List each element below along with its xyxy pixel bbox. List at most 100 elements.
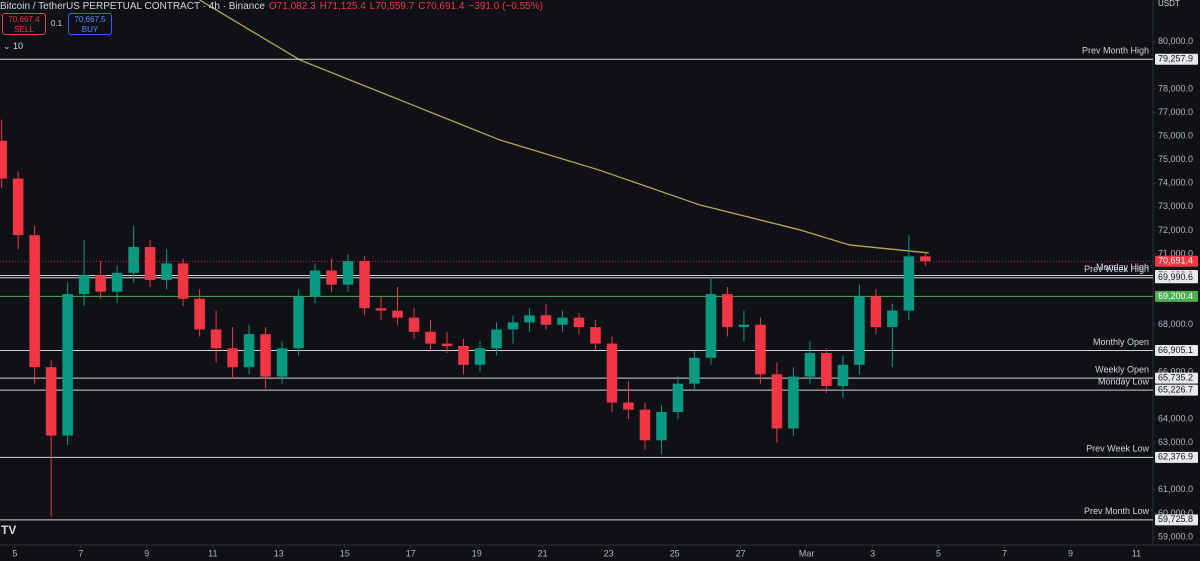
candle-body	[227, 348, 238, 368]
currency[interactable]: USDT	[1158, 0, 1180, 8]
level-price: 62,376.9	[1158, 452, 1193, 462]
buy-button[interactable]: 70,667.5 BUY	[68, 13, 112, 35]
symbol: Bitcoin / TetherUS PERPETUAL CONTRACT · …	[0, 0, 265, 12]
x-tick-label: 21	[538, 548, 548, 558]
candle-body	[722, 294, 733, 328]
y-tick-label: 63,000.0	[1158, 437, 1193, 447]
candle-body	[392, 310, 403, 318]
last-price: 70,691.4	[1158, 256, 1193, 266]
indicators-toggle[interactable]: ⌄ 10	[3, 41, 24, 51]
x-tick-label: 9	[1068, 548, 1073, 558]
sell-price: 70,667.4	[8, 15, 40, 24]
x-tick-label: 13	[274, 548, 284, 558]
candle-body	[260, 334, 271, 377]
level-name: Prev Week Low	[1086, 444, 1149, 454]
ohlc-high: H71,125.4	[319, 0, 366, 12]
level-name: Monthly Open	[1093, 337, 1149, 347]
y-tick-label: 68,000.0	[1158, 319, 1193, 329]
candle-body	[705, 294, 717, 358]
candle-body	[623, 402, 634, 410]
candle-body	[573, 317, 585, 328]
candle-body	[62, 294, 73, 436]
candle-body	[408, 317, 420, 332]
level-price: 69,990.6	[1158, 272, 1193, 282]
x-tick-label: 11	[208, 548, 217, 558]
candle-body	[243, 334, 255, 368]
x-tick-label: 5	[936, 548, 941, 558]
y-tick-label: 74,000.0	[1158, 178, 1193, 188]
level-badge	[1155, 290, 1198, 302]
y-tick-label: 71,000.0	[1158, 248, 1193, 258]
candle-body	[111, 272, 123, 292]
candle-body	[903, 256, 915, 311]
candle-body	[210, 329, 222, 349]
ohlc-low: L70,559.7	[369, 0, 415, 12]
candle-body	[45, 367, 57, 436]
x-tick-label: 9	[144, 548, 149, 558]
x-tick-label: 11	[1132, 548, 1141, 558]
buy-label: BUY	[81, 25, 99, 34]
candle-body	[821, 353, 832, 387]
moving-average	[199, 0, 929, 254]
level-badge	[1155, 272, 1198, 284]
candle-body	[144, 246, 156, 280]
candle-body	[524, 315, 535, 323]
candle-body	[771, 374, 783, 429]
candle-body	[837, 364, 849, 387]
candle-body	[854, 296, 865, 365]
level-name: Prev Month High	[1082, 46, 1149, 56]
candle-body	[342, 261, 354, 285]
x-tick-label: 7	[78, 548, 83, 558]
y-tick-label: 64,000.0	[1158, 413, 1193, 423]
candle-body	[639, 409, 651, 441]
y-tick-label: 66,000.0	[1158, 366, 1193, 376]
candle-body	[276, 348, 288, 377]
candle-body	[458, 345, 469, 365]
level-badge	[1155, 53, 1198, 65]
ohlc-close: C70,691.4	[418, 0, 465, 12]
level-badge	[1155, 514, 1198, 526]
level-name: Weekly Open	[1095, 365, 1149, 375]
legend-header: Bitcoin / TetherUS PERPETUAL CONTRACT · …	[0, 0, 543, 12]
candle-body	[0, 140, 7, 179]
candle-body	[491, 329, 502, 349]
y-tick-label: 80,000.0	[1158, 36, 1193, 46]
x-tick-label: 19	[472, 548, 482, 558]
x-tick-label: 27	[736, 548, 746, 558]
candle-body	[870, 296, 882, 328]
candle-body	[557, 317, 568, 325]
indicator-count: 10	[13, 41, 24, 51]
last-price-badge	[1155, 255, 1198, 267]
y-tick-label: 61,000.0	[1158, 484, 1193, 494]
candle-body	[606, 343, 618, 403]
candle-body	[887, 310, 898, 328]
level-badge	[1155, 384, 1198, 396]
level-name: Monday Low	[1098, 377, 1150, 387]
candle-body	[375, 308, 387, 311]
x-tick-label: 3	[870, 548, 875, 558]
candle-body	[590, 327, 601, 344]
x-tick-label: 25	[670, 548, 680, 558]
level-price: 69,200.4	[1158, 291, 1193, 301]
x-tick-label: Mar	[799, 548, 815, 558]
sell-button[interactable]: 70,667.4 SELL	[2, 13, 46, 35]
candle-body	[788, 376, 799, 429]
y-tick-label: 73,000.0	[1158, 201, 1193, 211]
candle-body	[920, 256, 931, 262]
candle-body	[359, 261, 370, 309]
x-tick-label: 5	[12, 548, 17, 558]
level-price: 79,257.9	[1158, 54, 1193, 64]
x-tick-label: 23	[604, 548, 614, 558]
candle-body	[441, 343, 453, 346]
candle-body	[672, 383, 684, 412]
candle-body	[540, 315, 552, 325]
candle-body	[689, 357, 700, 384]
candle-body	[194, 298, 205, 330]
candle-body	[425, 331, 436, 344]
level-name: Monday High	[1096, 262, 1149, 272]
candle-body	[177, 263, 189, 299]
x-tick-label: 17	[406, 548, 416, 558]
